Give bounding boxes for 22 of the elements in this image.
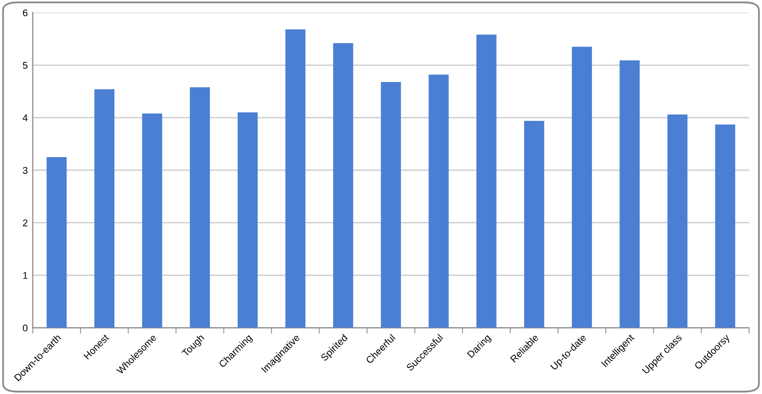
- bar: [428, 74, 449, 328]
- y-tick-label: 3: [22, 166, 28, 174]
- bar: [238, 112, 258, 328]
- bar: [142, 113, 162, 328]
- bar: [46, 157, 67, 328]
- bar: [572, 46, 592, 328]
- y-tick-label: 0: [22, 324, 28, 332]
- bar: [667, 114, 688, 328]
- bar: [380, 82, 401, 328]
- y-tick-label: 6: [22, 9, 28, 16]
- y-tick-label: 1: [23, 272, 28, 279]
- bar: [476, 34, 496, 328]
- bar: [620, 60, 640, 328]
- y-tick-label: 2: [22, 219, 28, 226]
- bar: [333, 43, 354, 328]
- bar: [285, 29, 306, 328]
- bar: [524, 120, 544, 328]
- bar: [715, 124, 736, 328]
- y-tick-label: 4: [22, 114, 28, 122]
- bar: [190, 87, 210, 328]
- y-tick-label: 5: [22, 62, 28, 69]
- bar: [94, 89, 114, 328]
